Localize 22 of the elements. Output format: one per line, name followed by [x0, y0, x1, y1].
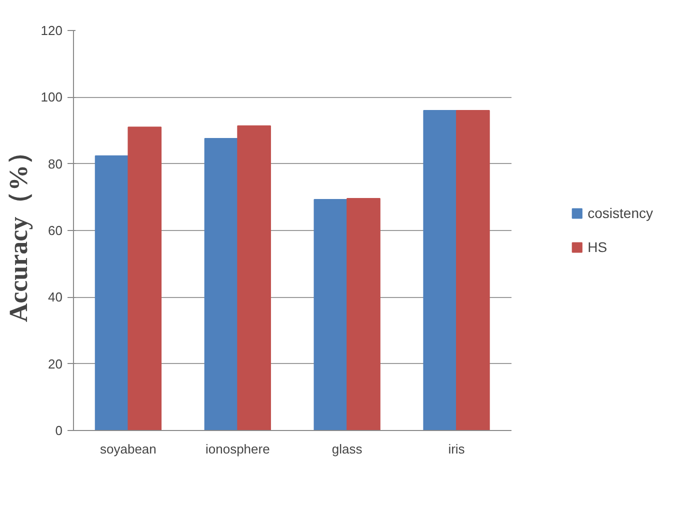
x-tick-label: ionosphere	[205, 442, 270, 456]
x-tick-label: glass	[332, 442, 363, 456]
y-tick-label: 120	[40, 23, 63, 38]
bar	[94, 155, 129, 430]
y-tick-label: 100	[40, 90, 63, 105]
bar	[456, 110, 490, 430]
bar	[237, 125, 271, 430]
bar	[204, 138, 238, 430]
x-tick-label: iris	[448, 442, 466, 456]
bar	[128, 126, 162, 430]
legend-label: HS	[588, 239, 608, 255]
bar	[314, 199, 348, 430]
y-tick-label: 60	[48, 223, 63, 238]
bar	[346, 198, 380, 430]
bar	[423, 110, 458, 430]
y-tick-label: 20	[48, 356, 63, 372]
y-tick-label: 0	[55, 423, 63, 438]
y-tick-label: 40	[48, 290, 63, 305]
legend-label: cosistency	[588, 205, 653, 221]
x-tick-label: soyabean	[100, 442, 156, 456]
y-axis-title: Accuracy（%）	[4, 138, 33, 322]
y-tick-label: 80	[48, 156, 63, 172]
